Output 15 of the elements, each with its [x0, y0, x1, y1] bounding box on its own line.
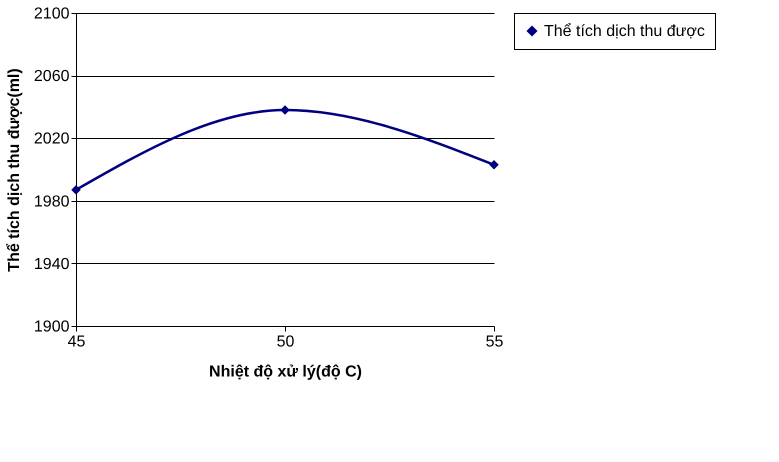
y-tick-label: 1900 — [34, 318, 70, 336]
x-tick-label: 55 — [486, 334, 504, 350]
y-tick-label: 1940 — [34, 256, 70, 273]
legend-label: Thể tích dịch thu được — [544, 23, 705, 40]
point — [280, 105, 290, 115]
x-axis-title: Nhiệt độ xử lý(độ C) — [209, 364, 362, 380]
y-tick-label: 2100 — [34, 6, 70, 22]
y-axis-title: Thể tích dịch thu được(ml) — [6, 68, 23, 272]
x-tick-label: 45 — [68, 334, 86, 350]
point — [489, 160, 499, 170]
x-tick-label: 50 — [276, 334, 294, 350]
point — [71, 185, 81, 195]
y-tick-label: 2060 — [34, 68, 70, 86]
y-tick-label: 1980 — [34, 193, 70, 210]
y-tick-label: 2020 — [34, 130, 70, 148]
